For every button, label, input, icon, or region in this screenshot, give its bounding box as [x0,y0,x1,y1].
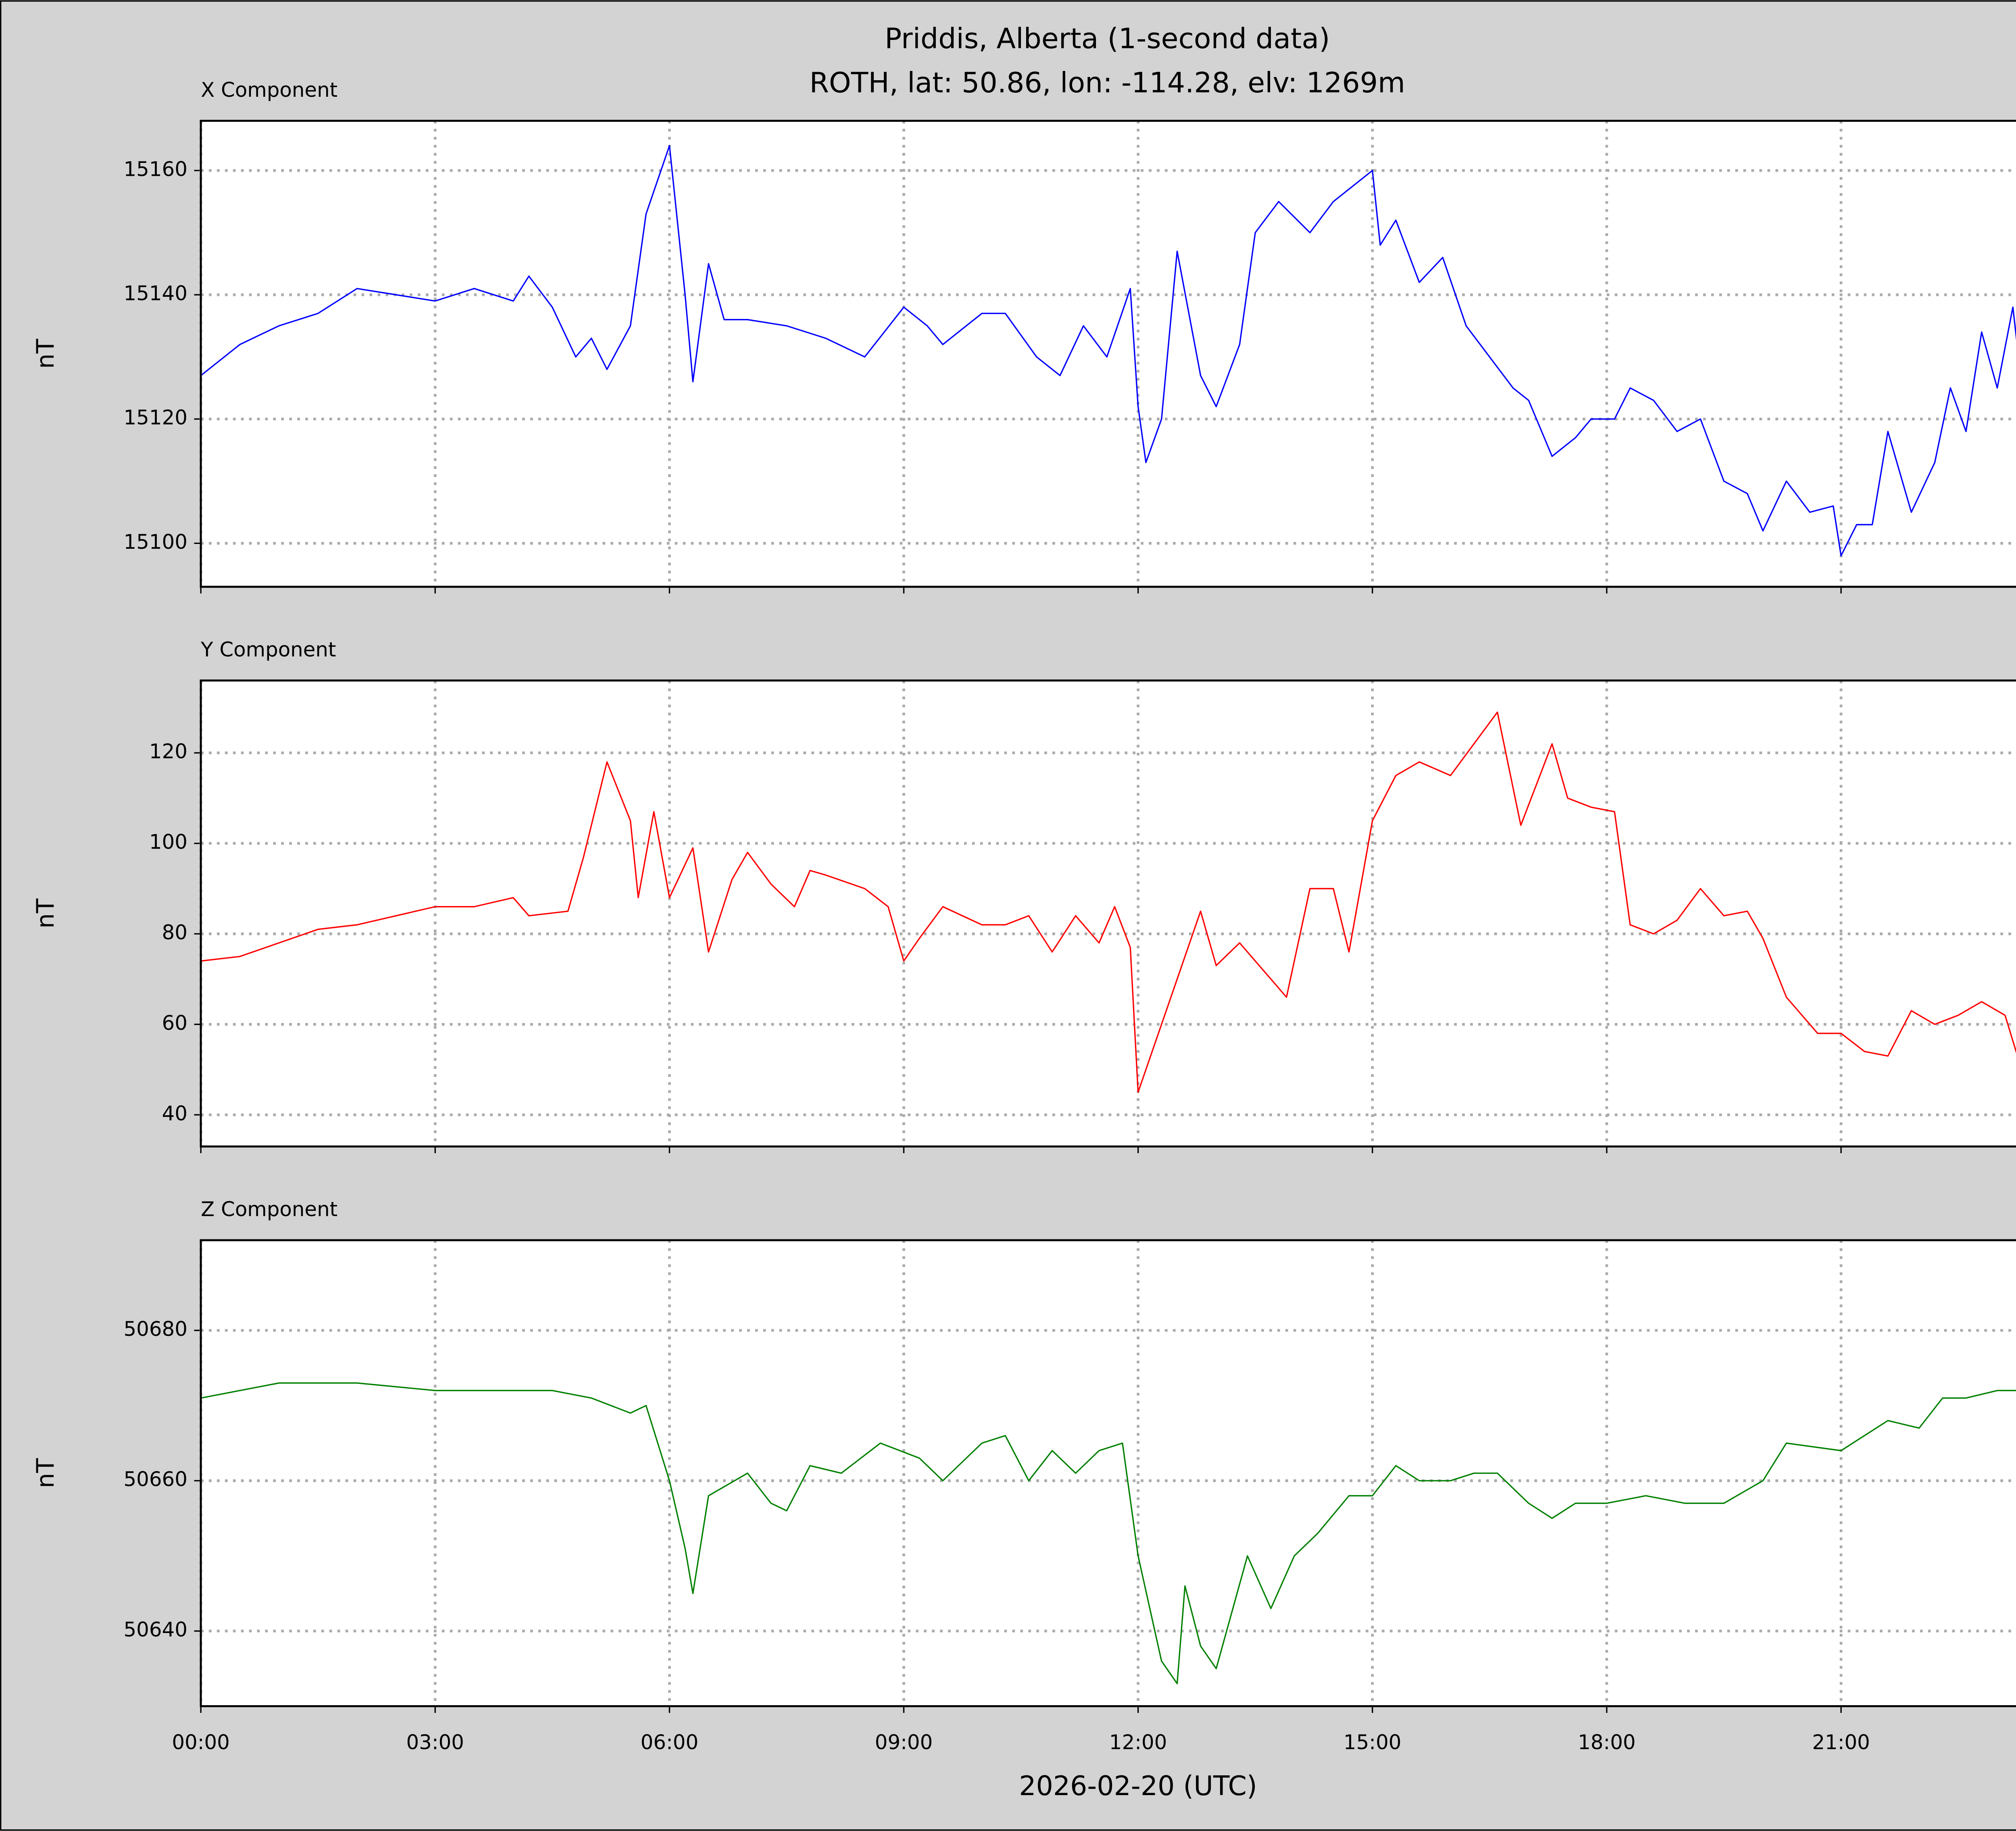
y-axis-label: nT [32,339,60,369]
x-tick-label: 15:00 [1343,1731,1402,1754]
data-line [200,145,2016,556]
panel-title: Y Component [200,638,336,661]
plot-area [201,1240,2016,1706]
y-tick-label: 60 [162,1011,187,1035]
x-tick-label: 00:00 [172,1731,230,1754]
data-line [200,1382,2016,1685]
y-tick-label: 50660 [123,1468,187,1491]
figure-subtitle: ROTH, lat: 50.86, lon: -114.28, elv: 126… [809,67,1405,99]
plot-frame [200,679,2016,1148]
panel-title: X Component [201,78,337,102]
y-tick-label: 40 [162,1102,187,1125]
x-tick-label: 03:00 [406,1731,464,1754]
y-axis-label: nT [32,898,60,929]
panel-title: Z Component [201,1198,337,1221]
y-tick-label: 100 [149,830,187,854]
y-tick-label: 15100 [123,530,187,554]
x-tick-label: 12:00 [1109,1731,1167,1754]
x-tick-label: 18:00 [1578,1731,1636,1754]
plot-frame [200,1239,2016,1707]
y-tick-label: 15140 [123,282,187,305]
y-tick-label: 15120 [123,406,187,429]
plot-area [201,680,2016,1147]
plot-frame [200,120,2016,588]
y-tick-label: 50640 [123,1618,187,1641]
y-tick-label: 50680 [123,1317,187,1341]
x-tick-label: 06:00 [641,1731,699,1754]
y-tick-label: 15160 [123,157,187,181]
y-tick-label: 80 [162,921,187,944]
data-line [200,711,2016,1093]
x-tick-label: 21:00 [1812,1731,1870,1754]
figure-title: Priddis, Alberta (1-second data) [885,22,1330,55]
y-axis-label: nT [32,1458,60,1488]
x-axis-label: 2026-02-20 (UTC) [1019,1770,1257,1802]
y-tick-label: 120 [149,740,187,763]
x-tick-label: 09:00 [875,1731,933,1754]
